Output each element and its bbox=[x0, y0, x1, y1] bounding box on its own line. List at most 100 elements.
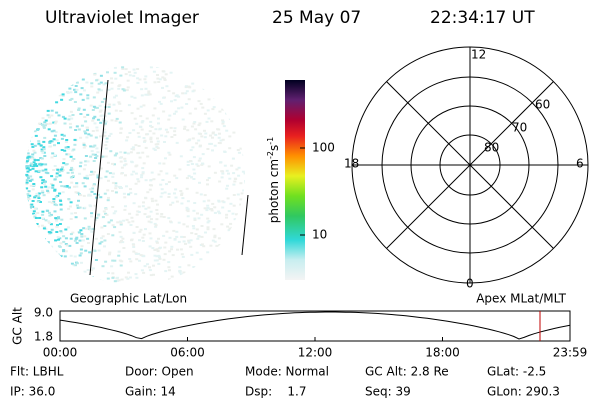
speckle bbox=[223, 151, 227, 153]
speckle bbox=[31, 104, 35, 107]
speckle bbox=[233, 98, 237, 100]
speckle bbox=[164, 73, 168, 76]
speckle bbox=[46, 92, 50, 95]
speckle bbox=[94, 157, 98, 159]
speckle bbox=[25, 173, 29, 176]
speckle bbox=[86, 97, 90, 100]
speckle bbox=[191, 90, 195, 93]
speckle bbox=[107, 135, 111, 137]
speckle bbox=[84, 155, 88, 157]
speckle bbox=[114, 119, 118, 122]
speckle bbox=[136, 81, 140, 84]
speckle bbox=[155, 212, 159, 215]
speckle bbox=[185, 187, 189, 190]
speckle bbox=[157, 262, 161, 265]
speckle bbox=[60, 70, 64, 73]
speckle bbox=[230, 266, 234, 269]
speckle bbox=[186, 215, 190, 218]
speckle bbox=[26, 281, 30, 284]
speckle bbox=[140, 121, 144, 124]
speckle bbox=[191, 137, 195, 140]
speckle bbox=[26, 284, 29, 285]
speckle bbox=[107, 112, 111, 115]
speckle bbox=[32, 263, 36, 266]
speckle bbox=[70, 117, 74, 120]
speckle bbox=[137, 252, 141, 255]
speckle bbox=[221, 119, 225, 122]
speckle bbox=[44, 83, 48, 86]
speckle bbox=[56, 224, 59, 227]
speckle bbox=[173, 238, 177, 241]
speckle bbox=[150, 171, 154, 174]
speckle bbox=[91, 153, 95, 156]
speckle bbox=[70, 181, 74, 184]
speckle bbox=[206, 179, 209, 182]
speckle bbox=[42, 125, 46, 128]
speckle bbox=[79, 248, 83, 251]
speckle bbox=[26, 195, 30, 198]
speckle bbox=[84, 132, 88, 135]
speckle bbox=[25, 111, 28, 114]
speckle bbox=[210, 78, 214, 81]
speckle bbox=[37, 197, 41, 199]
speckle bbox=[35, 165, 39, 167]
speckle bbox=[31, 217, 35, 220]
speckle bbox=[200, 225, 204, 227]
speckle bbox=[192, 168, 196, 171]
lat-label: 80 bbox=[484, 141, 499, 155]
speckle bbox=[98, 104, 102, 107]
speckle bbox=[55, 172, 59, 175]
speckle bbox=[81, 277, 85, 280]
speckle bbox=[183, 127, 186, 130]
speckle bbox=[36, 159, 40, 162]
speckle bbox=[26, 238, 30, 241]
speckle bbox=[52, 279, 55, 282]
speckle bbox=[105, 213, 109, 216]
speckle bbox=[45, 104, 49, 107]
speckle bbox=[167, 217, 171, 220]
speckle bbox=[99, 196, 103, 199]
speckle bbox=[37, 280, 41, 283]
speckle bbox=[206, 228, 210, 231]
speckle bbox=[138, 230, 142, 233]
speckle bbox=[45, 123, 49, 125]
speckle bbox=[66, 281, 70, 284]
speckle bbox=[94, 136, 98, 139]
speckle bbox=[78, 67, 82, 70]
speckle bbox=[105, 137, 109, 140]
speckle bbox=[111, 162, 114, 165]
speckle bbox=[27, 79, 31, 82]
speckle bbox=[211, 202, 215, 205]
speckle bbox=[174, 196, 178, 199]
speckle bbox=[105, 66, 109, 69]
speckle bbox=[54, 120, 58, 123]
speckle bbox=[86, 94, 90, 97]
speckle bbox=[242, 88, 245, 91]
speckle bbox=[173, 174, 177, 177]
speckle bbox=[174, 110, 178, 113]
speckle bbox=[106, 199, 110, 202]
speckle bbox=[99, 121, 103, 124]
speckle bbox=[75, 88, 79, 91]
speckle bbox=[28, 132, 32, 135]
speckle bbox=[86, 269, 90, 271]
speckle bbox=[52, 96, 56, 98]
speckle bbox=[25, 125, 29, 128]
speckle bbox=[222, 252, 226, 255]
speckle bbox=[51, 84, 55, 87]
speckle bbox=[36, 200, 40, 203]
speckle bbox=[193, 202, 197, 204]
speckle bbox=[159, 246, 162, 249]
speckle bbox=[60, 149, 64, 151]
speckle bbox=[53, 154, 57, 157]
speckle bbox=[44, 271, 48, 273]
speckle bbox=[103, 225, 107, 227]
speckle bbox=[67, 198, 71, 200]
speckle bbox=[85, 174, 89, 177]
speckle bbox=[198, 80, 202, 83]
speckle bbox=[65, 185, 69, 187]
speckle bbox=[59, 181, 63, 183]
speckle bbox=[217, 237, 221, 240]
speckle bbox=[239, 82, 243, 85]
speckle bbox=[25, 94, 29, 97]
